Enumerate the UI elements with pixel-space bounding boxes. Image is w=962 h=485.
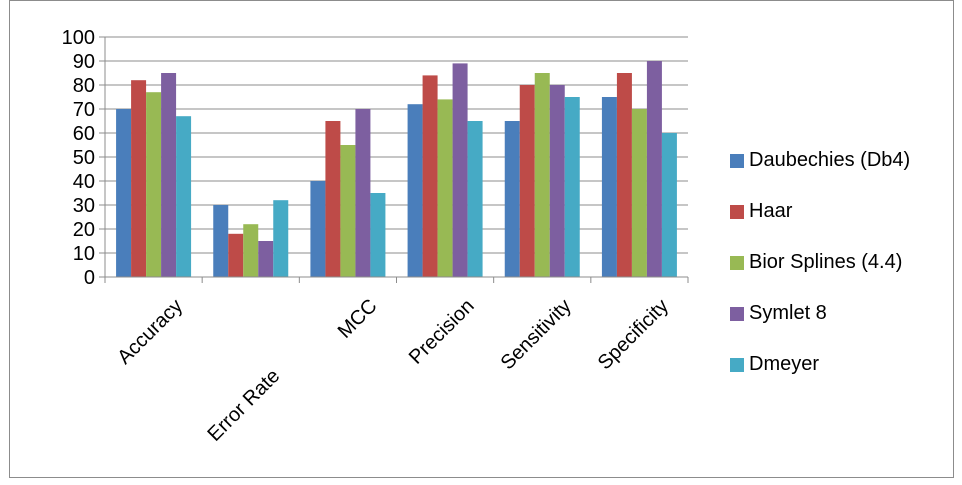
legend-label: Dmeyer xyxy=(749,353,820,375)
legend-swatch xyxy=(730,255,744,270)
gridlines xyxy=(105,36,688,254)
bar-accuracy-series-2 xyxy=(131,80,147,277)
y-tick-label: 10 xyxy=(73,243,95,265)
y-tick-label: 50 xyxy=(73,147,95,169)
y-tick-label: 20 xyxy=(73,219,95,241)
y-tick-label: 0 xyxy=(84,267,95,289)
legend-label: Haar xyxy=(749,200,793,222)
bar-specificity-series-3 xyxy=(631,109,647,277)
bar-accuracy-series-1 xyxy=(116,109,132,277)
legend-item: Haar xyxy=(730,186,910,237)
bar-mcc-series-5 xyxy=(370,193,386,277)
y-tick-label: 40 xyxy=(73,171,95,193)
y-tick-label: 90 xyxy=(73,51,95,73)
bar-sensitivity-series-3 xyxy=(534,73,550,277)
legend-item: Symlet 8 xyxy=(730,288,910,339)
bar-precision-series-2 xyxy=(422,75,438,278)
bar-specificity-series-4 xyxy=(646,61,662,277)
bar-error-rate-series-2 xyxy=(228,233,244,277)
legend-label: Bior Splines (4.4) xyxy=(749,251,903,273)
bar-error-rate-series-5 xyxy=(273,200,289,277)
x-tick-label: Accuracy xyxy=(113,295,187,369)
bar-mcc-series-3 xyxy=(340,145,356,277)
bar-mcc-series-1 xyxy=(310,181,326,277)
x-tick-label: Specificity xyxy=(594,295,673,374)
axes xyxy=(99,36,689,283)
y-tick-label: 70 xyxy=(73,99,95,121)
bar-accuracy-series-4 xyxy=(161,73,177,277)
x-tick-label: Error Rate xyxy=(203,365,284,446)
bar-sensitivity-series-2 xyxy=(519,85,535,277)
y-tick-label: 100 xyxy=(62,27,95,49)
bar-sensitivity-series-5 xyxy=(564,97,580,277)
x-tick-label: Sensitivity xyxy=(497,295,576,374)
legend-swatch xyxy=(730,204,744,219)
bar-accuracy-series-5 xyxy=(176,116,192,277)
bar-specificity-series-1 xyxy=(601,97,617,277)
x-tick-label: Precision xyxy=(405,295,479,369)
bar-precision-series-5 xyxy=(467,121,483,277)
bar-precision-series-4 xyxy=(452,63,468,278)
legend-swatch xyxy=(730,306,744,321)
legend: Daubechies (Db4) Haar Bior Splines (4.4) Sy… xyxy=(730,135,910,390)
bar-error-rate-series-3 xyxy=(243,224,259,277)
legend-label: Symlet 8 xyxy=(749,302,827,324)
legend-item: Bior Splines (4.4) xyxy=(730,237,910,288)
legend-item: Dmeyer xyxy=(730,339,910,390)
legend-item: Daubechies (Db4) xyxy=(730,135,910,186)
y-tick-label: 80 xyxy=(73,75,95,97)
bar-sensitivity-series-4 xyxy=(549,85,565,277)
bar-sensitivity-series-1 xyxy=(504,121,520,277)
bar-mcc-series-4 xyxy=(355,109,371,277)
bar-error-rate-series-1 xyxy=(213,205,229,277)
bars xyxy=(116,61,677,278)
legend-swatch xyxy=(730,357,744,372)
legend-label: Daubechies (Db4) xyxy=(749,149,911,171)
legend-swatch xyxy=(730,153,744,168)
x-tick-label: MCC xyxy=(334,295,382,343)
bar-precision-series-3 xyxy=(437,99,453,278)
bar-specificity-series-2 xyxy=(616,73,632,277)
bar-specificity-series-5 xyxy=(661,133,677,277)
bar-accuracy-series-3 xyxy=(146,92,162,277)
y-tick-label: 60 xyxy=(73,123,95,145)
bar-error-rate-series-4 xyxy=(258,241,274,277)
bar-precision-series-1 xyxy=(407,104,423,277)
y-tick-label: 30 xyxy=(73,195,95,217)
bar-mcc-series-2 xyxy=(325,121,341,277)
